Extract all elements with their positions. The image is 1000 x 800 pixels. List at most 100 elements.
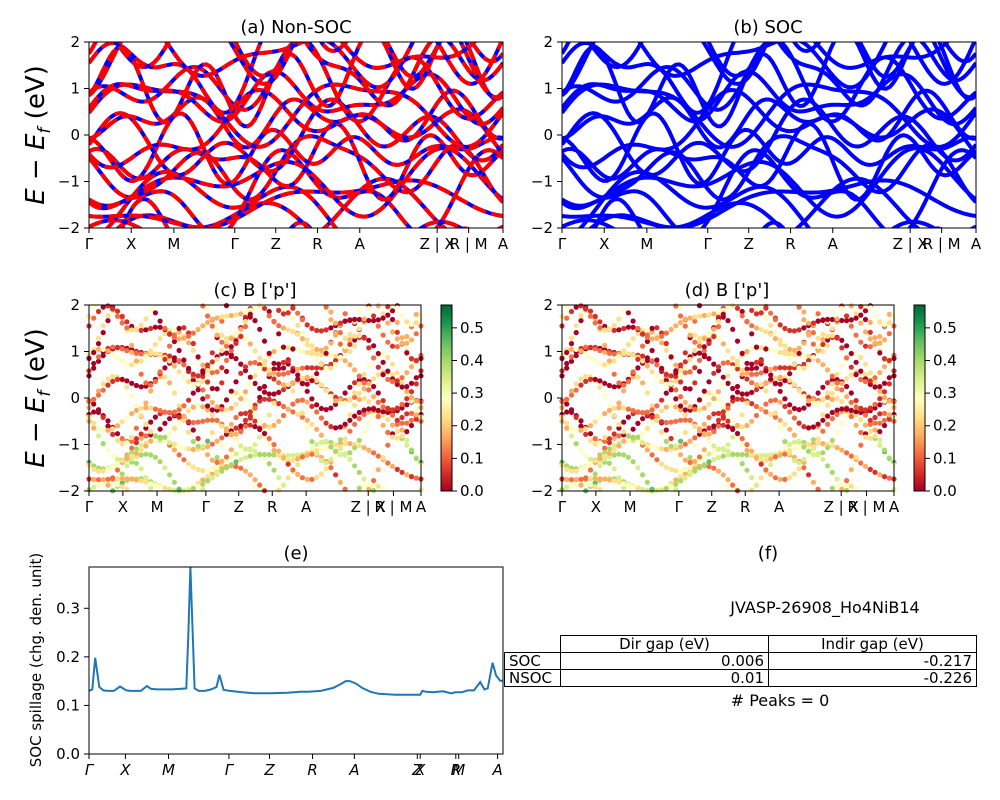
projection-point — [138, 371, 144, 377]
projection-point — [858, 417, 864, 423]
projection-point — [333, 320, 339, 326]
projection-point — [190, 438, 196, 445]
x-tick-label: R | M — [923, 235, 961, 253]
projection-point — [309, 343, 315, 349]
projection-point — [616, 316, 622, 322]
projection-point — [696, 313, 703, 319]
projection-point — [91, 476, 97, 483]
projection-point — [214, 459, 220, 465]
projection-point — [119, 358, 125, 364]
projection-point — [356, 396, 362, 403]
x-tick-label: A — [355, 235, 366, 253]
projection-point — [219, 314, 225, 320]
projection-point — [763, 368, 769, 374]
projection-point — [394, 370, 400, 376]
projection-point — [829, 485, 835, 491]
projection-point — [176, 369, 182, 375]
projection-point — [133, 446, 139, 452]
projection-point — [758, 358, 764, 364]
projection-point — [578, 466, 584, 472]
projection-point — [347, 412, 353, 418]
projection-point — [881, 417, 888, 423]
table-row: SOC 0.006 -0.217 — [504, 652, 977, 670]
projection-point — [568, 308, 575, 315]
x-tick-label: Γ — [85, 761, 95, 779]
projection-point — [635, 356, 641, 362]
projection-point — [715, 364, 722, 370]
projection-point — [877, 370, 883, 376]
projection-point — [877, 319, 883, 325]
colorbar-tick-label: 0.3 — [933, 384, 957, 402]
projection-point — [858, 312, 864, 318]
projection-point — [678, 403, 684, 409]
projection-point — [380, 398, 386, 404]
projection-point — [176, 336, 182, 342]
projection-point — [91, 360, 97, 367]
projection-point — [687, 356, 693, 362]
projection-point — [720, 446, 726, 452]
projection-point — [356, 326, 362, 332]
projection-point — [644, 441, 651, 447]
projection-point — [715, 389, 722, 395]
projection-point — [181, 335, 187, 341]
projection-point — [186, 419, 192, 425]
projection-point — [238, 443, 244, 449]
projection-point — [777, 341, 783, 348]
projection-point — [777, 388, 783, 394]
projection-point — [181, 413, 187, 419]
band-line-dashed — [119, 196, 471, 228]
projection-point — [668, 484, 674, 490]
projection-point — [877, 411, 883, 417]
projection-point — [696, 357, 703, 363]
projection-point — [162, 365, 168, 371]
projection-point — [238, 361, 244, 367]
material-id: JVASP-26908_Ho4NiB14 — [730, 598, 920, 617]
projection-point — [228, 388, 234, 394]
projection-point — [219, 458, 225, 464]
projection-point — [167, 343, 173, 349]
projection-point — [186, 340, 192, 346]
projection-point — [209, 467, 215, 473]
projection-point — [143, 354, 149, 360]
projection-point — [844, 383, 850, 390]
projection-point — [682, 350, 688, 356]
projection-point — [768, 456, 774, 462]
projection-point — [768, 310, 774, 316]
projection-point — [768, 471, 774, 477]
projection-point — [242, 367, 249, 374]
projection-point — [568, 335, 575, 341]
projection-point — [219, 435, 225, 441]
projection-point — [299, 376, 305, 382]
x-tick-label: M — [640, 235, 653, 253]
projection-point — [848, 467, 854, 473]
projection-point — [408, 474, 415, 480]
projection-point — [361, 445, 367, 451]
projection-point — [616, 421, 622, 427]
x-tick-label: X — [118, 498, 128, 516]
projection-point — [152, 482, 158, 488]
projection-point — [252, 484, 258, 490]
projection-point — [682, 399, 688, 405]
projection-point — [820, 428, 826, 434]
projection-point — [715, 367, 722, 374]
projection-point — [820, 456, 826, 462]
projection-point — [195, 466, 201, 473]
projection-point — [148, 419, 154, 425]
projection-point — [295, 366, 301, 372]
projection-point — [682, 407, 688, 413]
projection-point — [242, 364, 249, 370]
projection-point — [110, 373, 116, 379]
projection-point — [323, 387, 329, 393]
y-tick-label: 2 — [70, 296, 80, 314]
projection-point — [223, 368, 230, 374]
projection-point — [696, 397, 703, 403]
projection-point — [578, 348, 584, 354]
projection-point — [233, 312, 239, 318]
projection-point — [371, 450, 377, 456]
projection-point — [285, 461, 291, 467]
projection-point — [323, 327, 329, 333]
projection-point — [347, 384, 353, 390]
projection-point — [209, 412, 215, 418]
x-tick-label: R — [785, 235, 795, 253]
projection-point — [152, 406, 158, 412]
